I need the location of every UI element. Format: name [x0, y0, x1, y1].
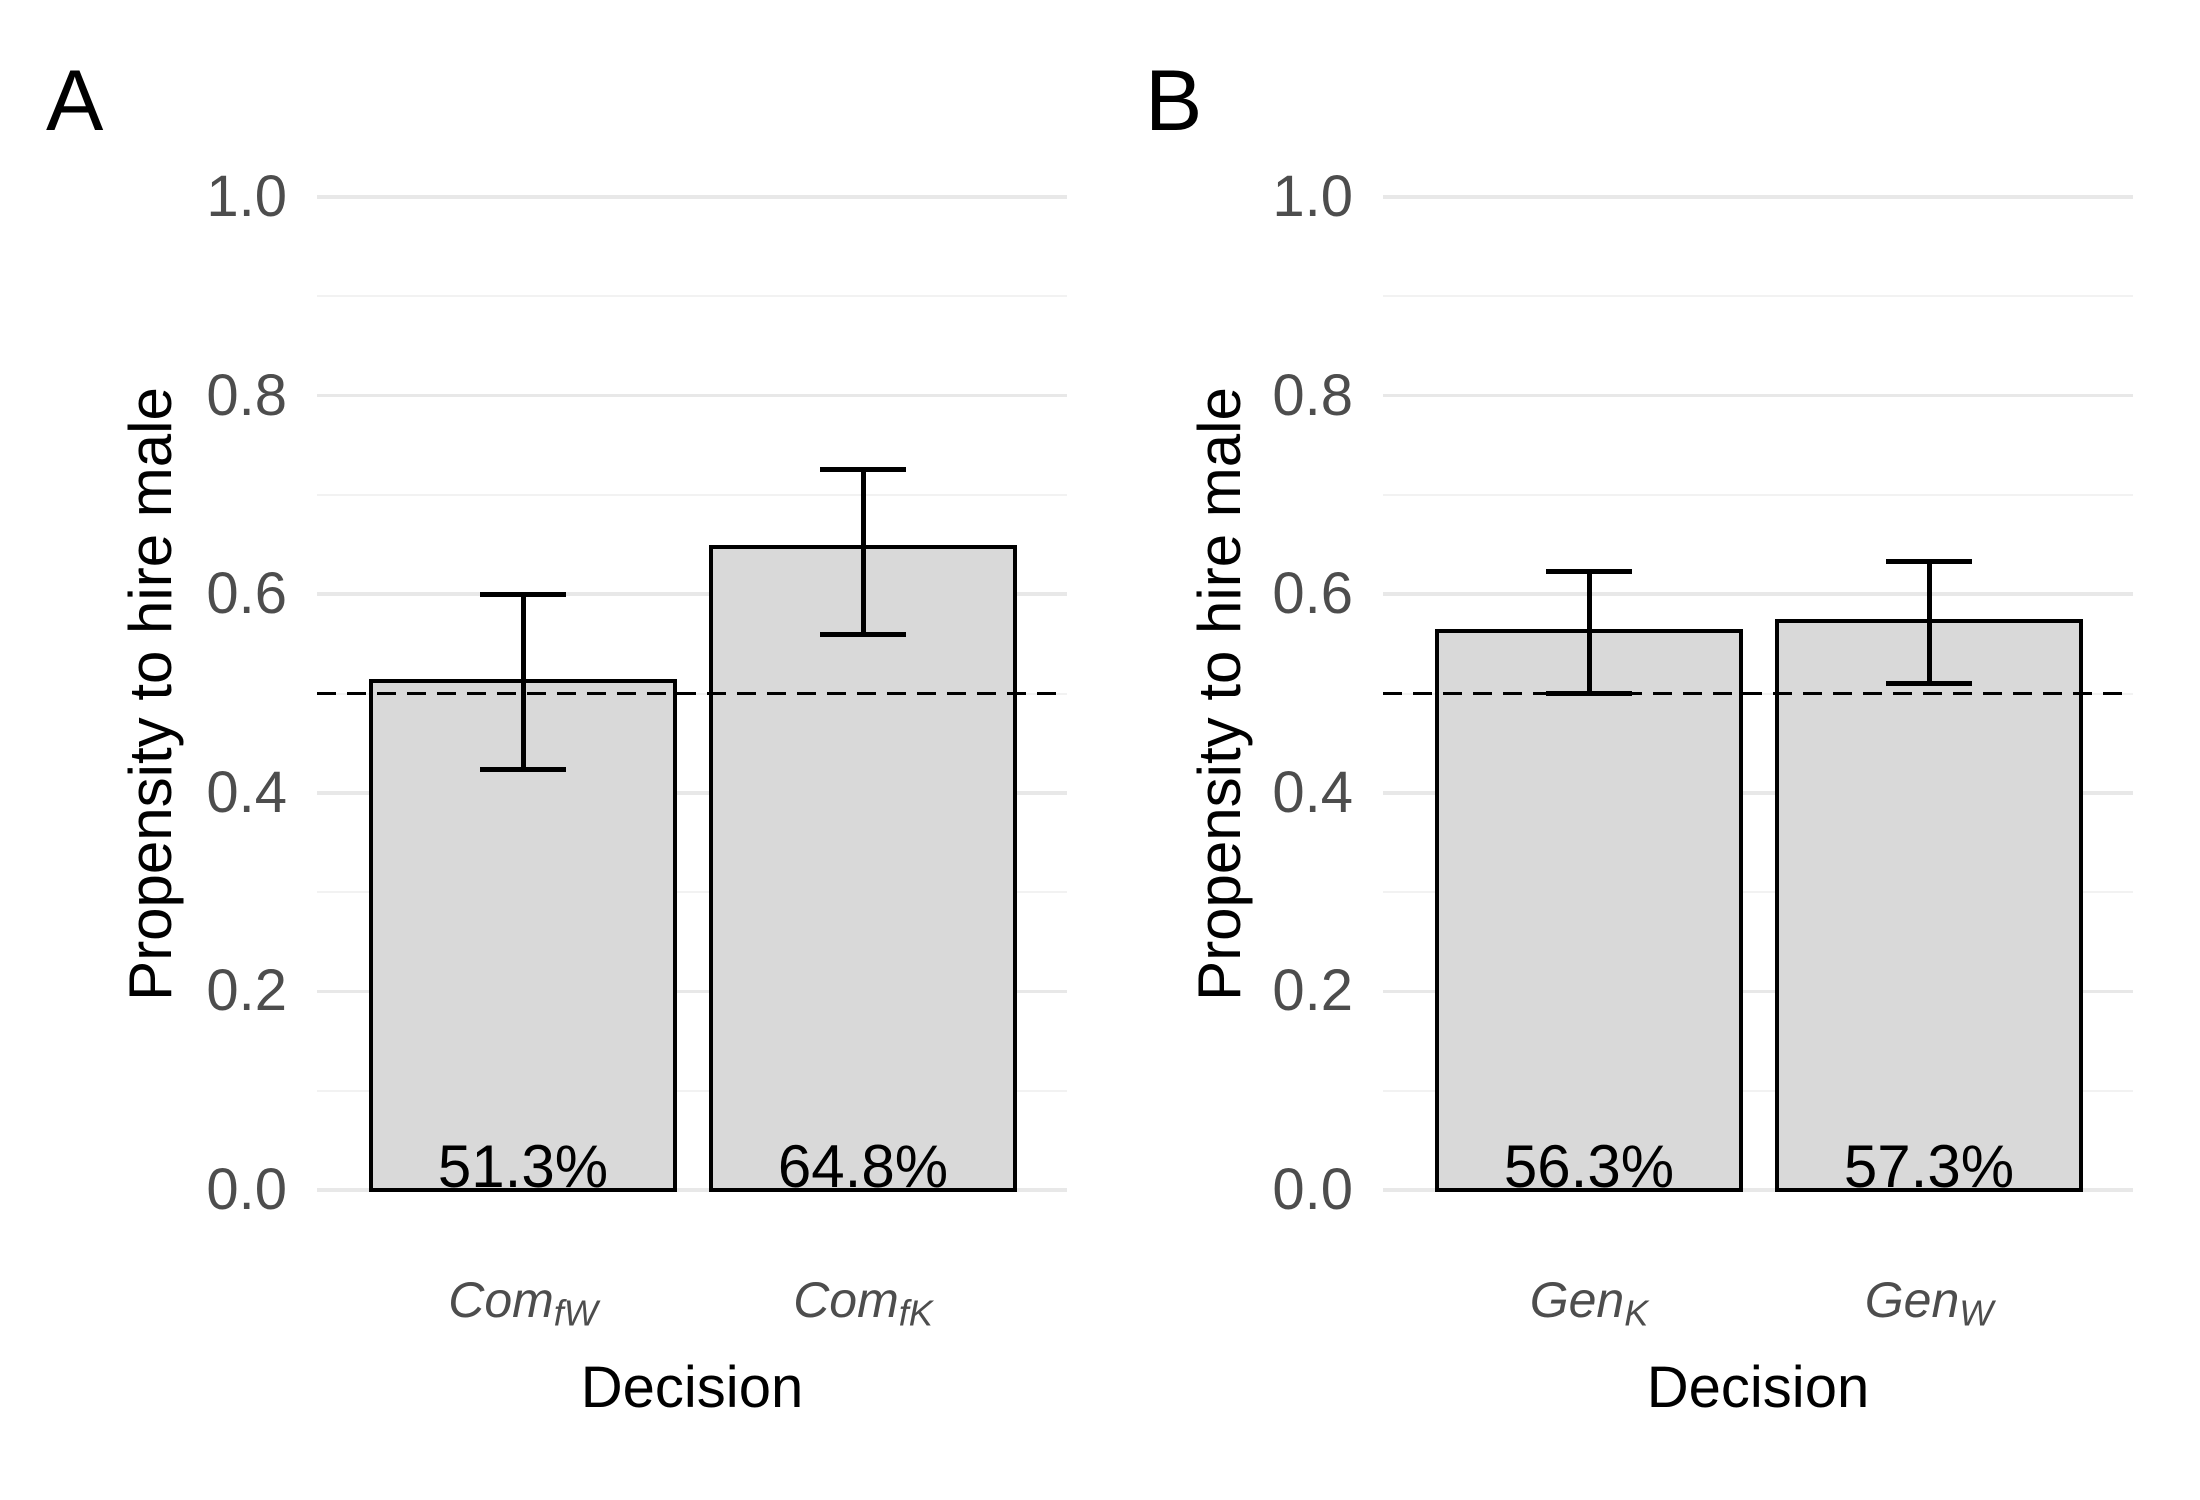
bar-value-label-ComfW: 51.3%	[437, 1133, 609, 1200]
error-bar-cap-upper-ComfW	[480, 591, 566, 597]
bar-GenW	[1775, 619, 2083, 1192]
gridline-major	[317, 393, 1067, 398]
x-tick-subscript: fW	[553, 1292, 598, 1334]
error-bar-cap-upper-ComfK	[820, 466, 906, 472]
gridline-major	[1383, 592, 2133, 596]
gridline-minor	[317, 692, 1067, 695]
gridline-minor	[317, 295, 1067, 298]
y-tick-label: 0.2	[206, 958, 287, 1024]
bar-ComfK	[709, 544, 1017, 1192]
y-tick-label: 0.8	[1272, 362, 1353, 428]
x-tick-label-GenK: GenK	[1389, 1272, 1789, 1342]
y-tick-label: 0.8	[206, 362, 287, 428]
gridline-minor	[1383, 692, 2133, 695]
gridline-major	[317, 195, 1067, 199]
error-bar-line-GenW	[1926, 561, 1932, 684]
gridline-major	[317, 791, 1067, 795]
reference-line-0-5	[1383, 691, 2133, 696]
x-tick-label-ComfK: ComfK	[663, 1272, 1063, 1342]
gridline-minor	[1383, 1089, 2133, 1092]
x-axis-title: Decision	[580, 1355, 804, 1420]
reference-line-0-5	[317, 691, 1067, 696]
error-bar-line-GenK	[1586, 571, 1592, 694]
bar-ComfW	[369, 678, 677, 1192]
x-tick-main: Com	[793, 1272, 899, 1328]
x-tick-subscript: K	[1624, 1292, 1649, 1334]
bar-value-label-GenW: 57.3%	[1843, 1133, 2015, 1200]
gridline-minor	[317, 1089, 1067, 1092]
gridline-major	[317, 989, 1067, 994]
error-bar-cap-upper-GenK	[1546, 568, 1632, 574]
error-bar-cap-lower-ComfW	[480, 767, 566, 773]
error-bar-cap-lower-GenK	[1546, 691, 1632, 696]
bar-value-label-GenK: 56.3%	[1503, 1133, 1675, 1200]
gridline-major	[1383, 393, 2133, 398]
y-axis-title: Propensity to hire male	[117, 386, 184, 1001]
y-tick-label: 0.0	[1272, 1157, 1353, 1222]
y-tick-label: 0.6	[1272, 561, 1353, 627]
error-bar-cap-lower-GenW	[1886, 681, 1972, 687]
x-tick-label-ComfW: ComfW	[323, 1272, 723, 1342]
y-tick-label: 1.0	[206, 164, 287, 229]
y-tick-label: 0.4	[1272, 759, 1353, 825]
x-tick-label-GenW: GenW	[1729, 1272, 2129, 1342]
x-tick-main: Gen	[1864, 1272, 1960, 1328]
gridline-major	[1383, 195, 2133, 199]
y-tick-label: 0.4	[206, 759, 287, 825]
bar-value-label-ComfK: 64.8%	[777, 1133, 949, 1200]
panel-label-b: B	[1145, 53, 1203, 149]
error-bar-line-ComfW	[520, 594, 526, 770]
gridline-major	[317, 592, 1067, 596]
x-tick-main: Gen	[1529, 1272, 1625, 1328]
gridline-minor	[1383, 295, 2133, 298]
gridline-major	[1383, 1188, 2133, 1192]
y-tick-label: 0.0	[206, 1157, 287, 1222]
gridline-minor	[317, 891, 1067, 894]
y-tick-label: 1.0	[1272, 164, 1353, 229]
bar-GenK	[1435, 628, 1743, 1192]
error-bar-cap-lower-ComfK	[820, 632, 906, 638]
x-tick-main: Com	[448, 1272, 554, 1328]
y-axis-title: Propensity to hire male	[1186, 386, 1253, 1001]
x-axis-title: Decision	[1646, 1355, 1870, 1420]
y-tick-label: 0.2	[1272, 958, 1353, 1024]
gridline-minor	[1383, 493, 2133, 496]
gridline-major	[317, 1188, 1067, 1192]
x-tick-subscript: fK	[898, 1292, 933, 1334]
gridline-minor	[1383, 891, 2133, 894]
gridline-major	[1383, 989, 2133, 994]
panel-label-a: A	[46, 53, 104, 149]
error-bar-line-ComfK	[860, 469, 866, 635]
y-tick-label: 0.6	[206, 561, 287, 627]
gridline-minor	[317, 493, 1067, 496]
gridline-major	[1383, 791, 2133, 795]
error-bar-cap-upper-GenW	[1886, 558, 1972, 564]
x-tick-subscript: W	[1959, 1292, 1994, 1334]
